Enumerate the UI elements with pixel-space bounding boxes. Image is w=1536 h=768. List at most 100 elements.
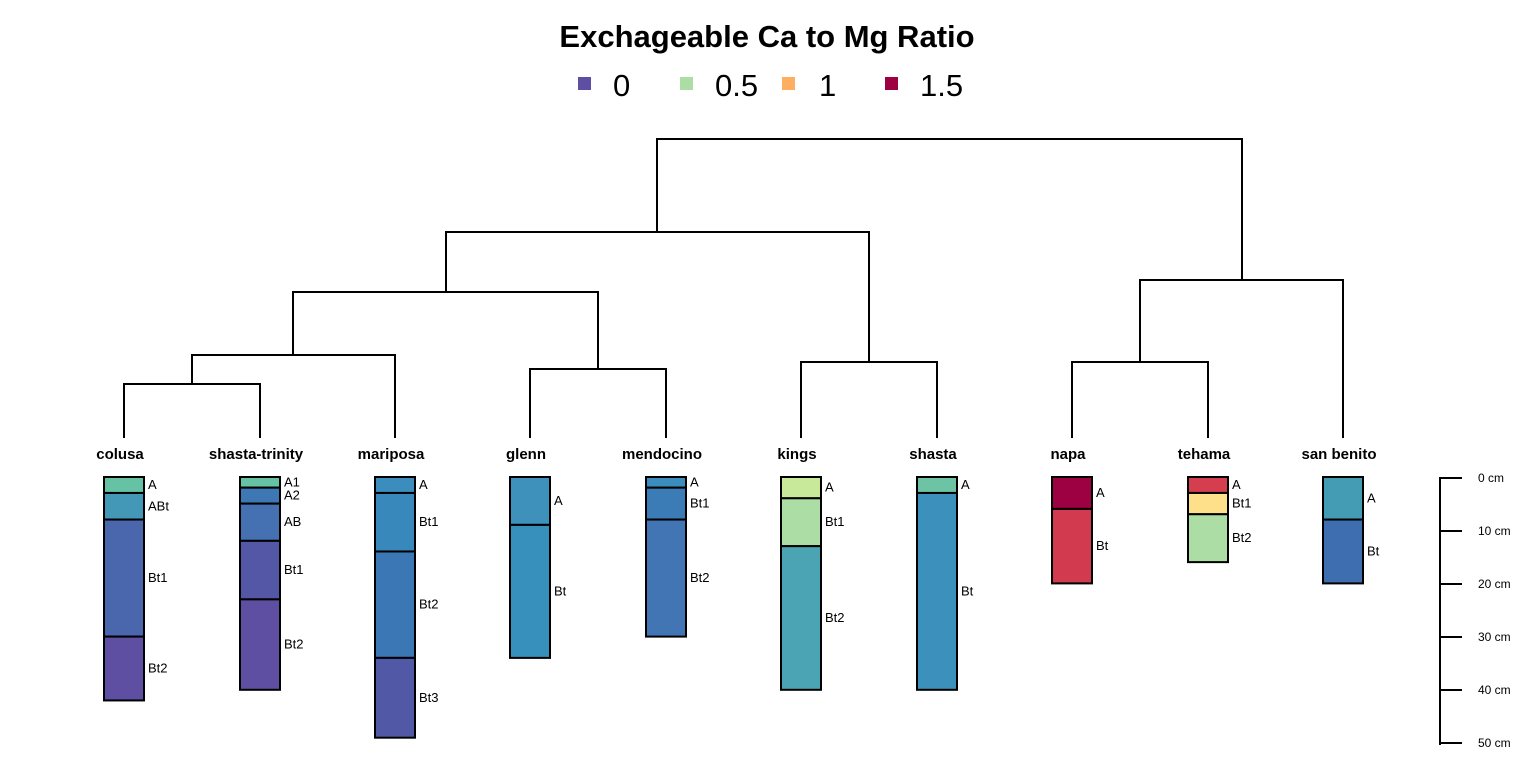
profile-name: mendocino [622,446,702,463]
horizon [103,491,145,521]
profile-name: shasta-trinity [209,446,304,463]
profile-name: tehama [1178,446,1231,463]
horizon [916,491,958,691]
horizon-label: A [690,474,699,489]
horizon [780,497,822,548]
horizon-label: Bt1 [419,514,439,529]
depth-tick-label: 10 cm [1478,524,1511,538]
dendrogram-branch [292,291,599,369]
horizon-label: A2 [284,488,300,503]
horizon [374,656,416,739]
horizon-label: Bt1 [825,514,845,529]
horizon [103,476,145,494]
horizon [103,518,145,638]
horizon [374,491,416,553]
legend-label: 0.5 [715,68,758,103]
horizon [916,476,958,494]
dendrogram-branch [191,354,396,438]
horizon-label: A [1367,490,1376,505]
horizon [239,486,281,505]
profile-name: san benito [1301,446,1376,463]
horizon-label: Bt [554,583,567,598]
legend-swatch [578,77,591,90]
horizon-label: A [148,477,157,492]
horizon [374,476,416,494]
horizon-label: Bt [1367,543,1380,558]
dendrogram-branch [1071,361,1209,438]
dendrogram-branch [529,368,667,438]
horizon-label: Bt1 [690,496,710,511]
profile-name: glenn [506,446,546,463]
profile-name: kings [777,446,816,463]
horizon-label: A [1232,477,1241,492]
legend-swatch [680,77,693,90]
horizon [1187,513,1229,564]
legend-label: 1 [819,68,836,103]
soil-profiles: colusaAABtBt1Bt2shasta-trinityA1A2ABBt1B… [96,446,1380,739]
horizon-label: A [554,493,563,508]
horizon [374,550,416,659]
horizon-label: Bt2 [148,661,168,676]
legend: 0 0.5 1 1.5 [578,68,963,103]
horizon-label: ABt [148,498,169,513]
horizon-label: A [825,480,834,495]
legend-label: 0 [613,68,630,103]
horizon-label: Bt2 [825,610,845,625]
legend-swatch [782,77,795,90]
horizon-label: Bt2 [1232,530,1252,545]
horizon [780,545,822,691]
depth-tick-label: 50 cm [1478,736,1511,750]
chart-title: Exchageable Ca to Mg Ratio [559,19,974,54]
horizon [509,523,551,659]
profile-mariposa: mariposa A Bt1 Bt2 Bt3 [358,446,439,739]
depth-tick-label: 20 cm [1478,577,1511,591]
horizon [1322,518,1364,585]
profile-name: napa [1050,446,1086,463]
horizon [239,476,281,489]
profile-napa: napa A Bt [1050,446,1109,585]
horizon [645,486,687,521]
horizon-label: Bt1 [148,570,168,585]
horizon-label: A [1096,485,1105,500]
horizon-label: Bt2 [284,637,304,652]
horizon-label: Bt2 [690,570,710,585]
profile-name: colusa [96,446,144,463]
horizon-label: Bt1 [284,562,304,577]
depth-tick-label: 30 cm [1478,630,1511,644]
dendrogram-branch [445,231,870,362]
profile-name: shasta [909,446,957,463]
depth-tick-label: 0 cm [1478,471,1504,485]
horizon-label: Bt [1096,538,1109,553]
horizon-label: A [419,477,428,492]
profile-san-benito: san benito A Bt [1301,446,1380,585]
profile-shasta: shasta A Bt [909,446,974,691]
horizon [1187,491,1229,516]
horizon [1187,476,1229,494]
horizon-label: Bt2 [419,597,439,612]
horizon [1051,507,1093,585]
dendrogram [123,138,1344,438]
horizon [780,476,822,500]
horizon-label: Bt3 [419,690,439,705]
legend-label: 1.5 [920,68,963,103]
depth-scale: 0 cm 10 cm 20 cm 30 cm 40 cm 50 cm [1439,471,1511,750]
dendrogram-branch [123,383,261,438]
horizon [509,476,551,526]
horizon-label: A [961,477,970,492]
horizon [1322,476,1364,521]
horizon [239,539,281,601]
horizon [103,635,145,702]
horizon [1051,476,1093,510]
profile-name: mariposa [358,446,425,463]
dendrogram-branch [1139,279,1344,438]
depth-tick-label: 40 cm [1478,683,1511,697]
horizon-label: Bt1 [1232,496,1252,511]
horizon-label: A1 [284,474,300,489]
horizon-label: Bt [961,583,974,598]
profile-kings: kings A Bt1 Bt2 [777,446,845,691]
horizon-label: AB [284,514,301,529]
profile-mendocino: mendocino A Bt1 Bt2 [622,446,710,638]
